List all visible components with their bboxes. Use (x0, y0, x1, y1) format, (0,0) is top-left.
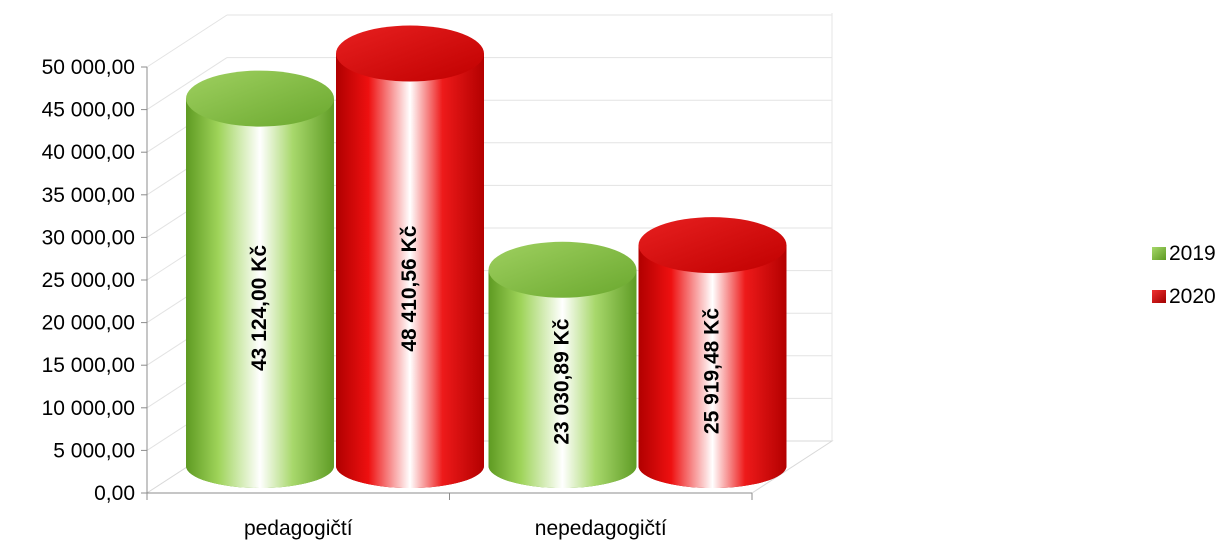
bar-body (488, 269, 637, 488)
legend-item-2019: 2019 (1152, 242, 1216, 265)
y-tick-label: 10 000,00 (42, 397, 135, 420)
y-tick-label: 5 000,00 (53, 439, 135, 462)
gridline-side (146, 57, 228, 111)
x-axis-categories: pedagogičtí nepedagogičtí (244, 517, 667, 540)
x-category-label: nepedagogičtí (535, 517, 667, 540)
bar-2019-pedagogičtí (186, 70, 334, 488)
bars (186, 25, 787, 489)
legend-label: 2020 (1169, 285, 1216, 308)
bar-2020-nepedagogičtí (638, 217, 787, 488)
bar-body (186, 98, 334, 488)
gridline-side (146, 14, 228, 68)
y-tick-label: 45 000,00 (42, 99, 135, 122)
bar-top (186, 70, 334, 127)
y-tick-label: 30 000,00 (42, 226, 135, 249)
legend-swatch (1152, 247, 1166, 260)
data-label: 25 919,48 Kč (701, 308, 724, 434)
data-label: 48 410,56 Kč (398, 225, 421, 351)
y-tick-label: 0,00 (94, 482, 135, 505)
y-tick-label: 40 000,00 (42, 141, 135, 164)
y-tick-label: 20 000,00 (42, 312, 135, 335)
y-tick-label: 25 000,00 (42, 269, 135, 292)
bar-top (638, 217, 787, 274)
bar-body (336, 53, 484, 489)
legend-item-2020: 2020 (1152, 285, 1216, 308)
legend-swatch (1152, 290, 1166, 303)
y-tick-label: 15 000,00 (42, 354, 135, 377)
data-labels: 43 124,00 Kč 48 410,56 Kč 23 030,89 Kč 25 9… (248, 225, 724, 444)
y-tick-label: 35 000,00 (42, 184, 135, 207)
data-label: 23 030,89 Kč (551, 318, 574, 444)
legend: 2019 2020 (1152, 242, 1216, 308)
bar-top (488, 241, 637, 298)
bar-2020-pedagogičtí (336, 25, 484, 489)
bar-body (638, 245, 787, 488)
x-category-label: pedagogičtí (244, 517, 353, 540)
bar-2019-nepedagogičtí (488, 241, 637, 488)
y-axis-ticks: 0,00 5 000,00 10 000,00 15 000,00 20 000,00 2… (42, 56, 147, 505)
y-tick-label: 50 000,00 (42, 56, 135, 79)
legend-label: 2019 (1169, 242, 1216, 265)
bar-top (336, 25, 484, 82)
data-label: 43 124,00 Kč (248, 245, 271, 371)
